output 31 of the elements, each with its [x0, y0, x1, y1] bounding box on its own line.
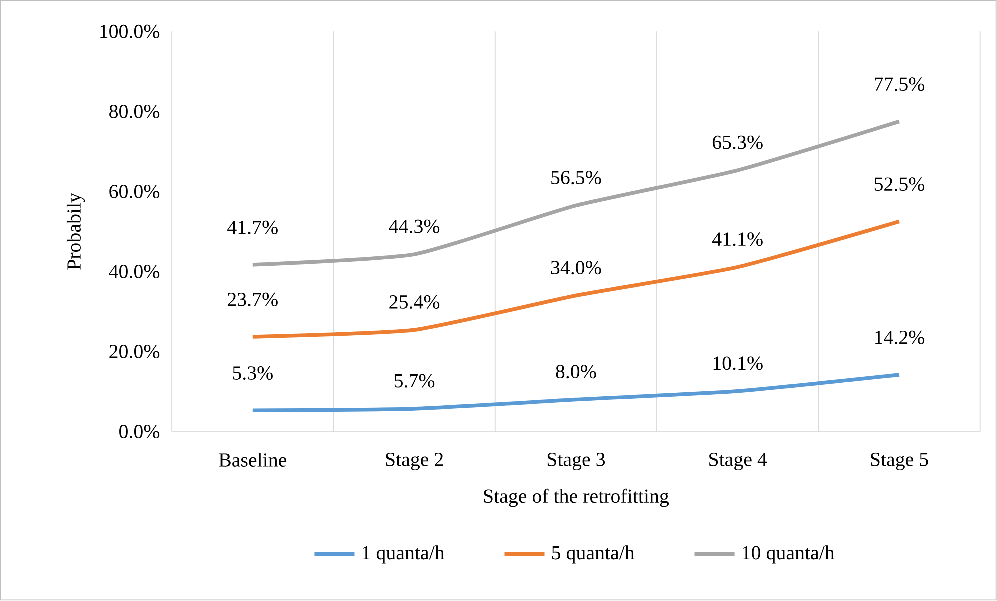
x-tick-label: Stage 3 — [548, 453, 606, 471]
data-label: 5.7% — [394, 374, 435, 388]
data-label: 25.4% — [390, 296, 440, 310]
y-tick-label: 60.0% — [110, 185, 160, 199]
data-label: 14.2% — [876, 330, 925, 345]
data-label: 23.7% — [228, 292, 278, 306]
y-tick-label: 80.0% — [110, 105, 160, 119]
y-tick-label: 100.0% — [100, 24, 160, 39]
data-label: 44.3% — [389, 220, 440, 234]
data-label: 10.1% — [714, 356, 763, 370]
data-label: 41.1% — [712, 232, 763, 246]
legend-label: 1 quanta/h — [363, 546, 445, 564]
data-label: 56.5% — [552, 171, 602, 185]
data-label: 41.7% — [228, 220, 278, 234]
x-tick-label: Stage 2 — [386, 453, 444, 471]
x-tick-label: Stage 5 — [871, 453, 928, 471]
data-label: 8.0% — [556, 365, 596, 379]
y-tick-label: 20.0% — [110, 345, 160, 359]
data-label: 34.0% — [551, 261, 602, 275]
data-label: 5.3% — [233, 366, 273, 380]
x-tick-label: Baseline — [219, 453, 287, 468]
legend-label: 5 quanta/h — [552, 546, 635, 564]
data-label: 65.3% — [712, 136, 763, 150]
y-axis-title: Probabily — [66, 193, 86, 270]
y-tick-label: 40.0% — [109, 265, 160, 279]
x-axis-title: Stage of the retrofitting — [484, 488, 670, 508]
y-tick-label: 0.0% — [120, 425, 160, 439]
x-tick-label: Stage 4 — [710, 453, 768, 471]
data-label: 77.5% — [875, 78, 925, 92]
legend-label: 10 quanta/h — [743, 546, 835, 564]
data-label: 52.5% — [874, 178, 925, 192]
